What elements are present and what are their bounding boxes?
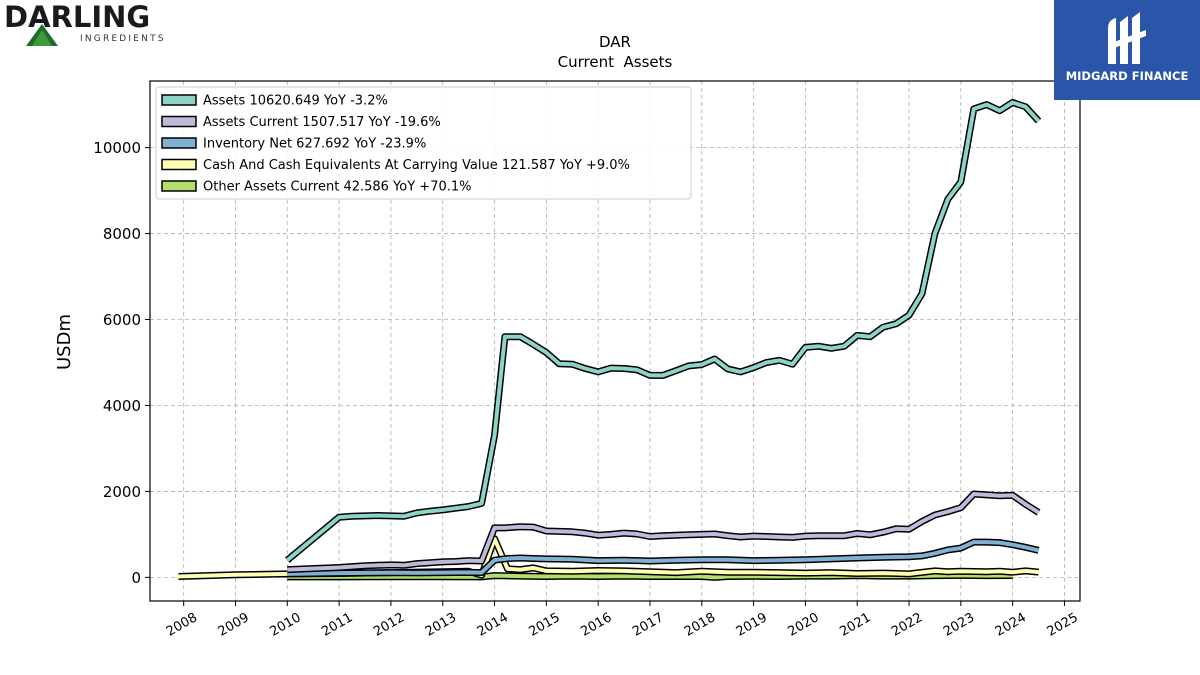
y-tick-label: 4000 [103, 397, 141, 415]
x-tick-label: 2016 [578, 610, 614, 640]
series-lines [178, 99, 1042, 581]
logo-wordmark: DARLING [4, 0, 151, 34]
series-line [286, 100, 1041, 562]
midgard-mark-icon [1108, 12, 1146, 64]
chart-title: DAR [599, 33, 631, 51]
x-tick-label: 2014 [475, 610, 511, 640]
x-tick-label: 2010 [267, 610, 303, 640]
y-tick-label: 10000 [93, 139, 141, 157]
plot-frame [149, 80, 1081, 602]
x-tick-label: 2019 [734, 610, 770, 640]
series-inventory-net [287, 538, 1040, 578]
y-tick-label: 2000 [103, 483, 141, 501]
legend-swatch [161, 158, 197, 171]
x-tick-label: 2023 [941, 610, 977, 640]
x-tick-label: 2025 [1045, 610, 1081, 640]
legend-swatch [161, 115, 197, 128]
legend-entry: Assets Current 1507.517 YoY -19.6% [203, 115, 441, 130]
y-tick-label: 0 [131, 569, 141, 587]
midgard-finance-logo: MIDGARD FINANCE [1054, 0, 1200, 100]
x-tick-label: 2011 [319, 610, 355, 640]
legend-swatch [161, 180, 197, 192]
y-tick-label: 8000 [103, 225, 141, 243]
x-tick-label: 2013 [423, 610, 459, 640]
series-line [287, 540, 1040, 576]
series-assets-current [287, 490, 1041, 574]
legend-frame [155, 86, 692, 200]
x-tick-label: 2018 [682, 610, 718, 640]
x-tick-label: 2012 [371, 610, 407, 640]
leaf-triangle-icon [26, 24, 58, 46]
darling-ingredients-logo: DARLING INGREDIENTS [4, 0, 174, 48]
x-tick-label: 2009 [216, 610, 252, 640]
logo-subtitle: INGREDIENTS [80, 34, 166, 44]
legend-entry: Cash And Cash Equivalents At Carrying Va… [203, 158, 630, 173]
legend-entry: Other Assets Current 42.586 YoY +70.1% [203, 180, 472, 195]
x-tick-label: 2022 [889, 610, 925, 640]
legend-entry: Inventory Net 627.692 YoY -23.9% [203, 137, 426, 152]
chart-subtitle: Current Assets [558, 53, 673, 71]
legend-swatch [161, 137, 197, 149]
x-tick-label: 2024 [993, 610, 1029, 640]
x-tick-label: 2008 [164, 610, 200, 640]
x-tick-label: 2015 [527, 610, 563, 640]
x-tick-label: 2017 [630, 610, 666, 640]
series-line [287, 492, 1040, 572]
legend-swatch [161, 94, 197, 106]
x-tick-label: 2020 [786, 610, 822, 640]
axis-ticks: 2008 2009 2010 2011 2012 2013 2014 2015 2016 2017… [93, 139, 1081, 640]
legend: Assets 10620.649 YoY -3.2% Assets Current… [155, 86, 692, 200]
y-axis-label: USDm [54, 314, 75, 370]
partner-name: MIDGARD FINANCE [1065, 69, 1189, 83]
series-assets [285, 99, 1042, 563]
legend-entry: Assets 10620.649 YoY -3.2% [203, 94, 388, 109]
y-tick-label: 6000 [103, 311, 141, 329]
x-tick-label: 2021 [837, 610, 873, 640]
